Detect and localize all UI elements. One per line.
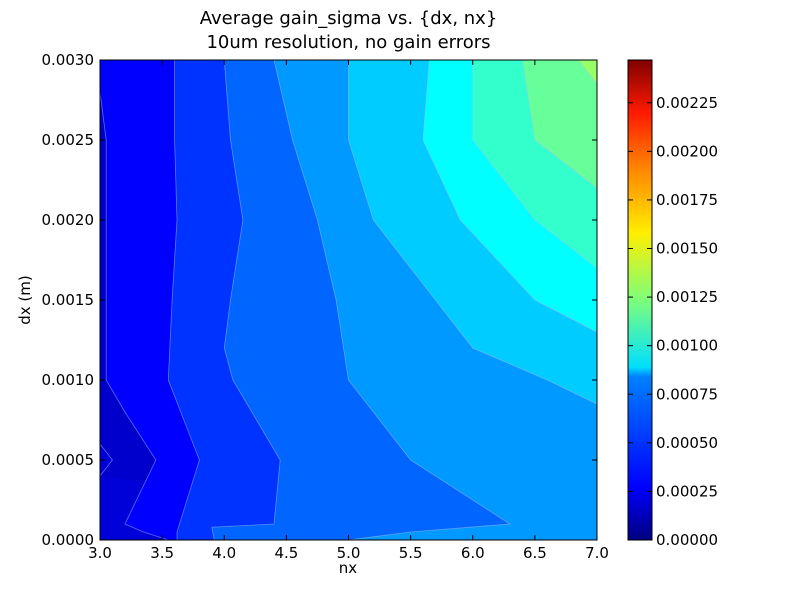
colorbar-tick-label: 0.00200 <box>656 142 718 160</box>
contour-band <box>522 60 597 188</box>
contour-line <box>422 60 597 333</box>
x-tick-label: 4.5 <box>274 544 298 562</box>
colorbar-tick-label: 0.00150 <box>656 240 718 258</box>
colorbar-tick-label: 0.00125 <box>656 288 718 306</box>
x-tick-label: 3.0 <box>88 544 112 562</box>
x-tick-label: 7.0 <box>585 544 609 562</box>
contour-line <box>578 60 597 85</box>
contour-line <box>167 60 200 540</box>
y-tick-label: 0.0005 <box>42 451 95 469</box>
x-tick-label: 6.0 <box>461 544 485 562</box>
colorbar-tick-label: 0.00225 <box>656 94 718 112</box>
colorbar <box>627 59 653 541</box>
y-tick-label: 0.0020 <box>42 211 95 229</box>
x-axis: 3.0 3.5 4.0 4.5 5.0 5.5 6.0 6.5 7.0 <box>88 60 609 562</box>
contour-line <box>211 60 281 540</box>
x-tick-label: 4.0 <box>212 544 236 562</box>
x-axis-label: nx <box>339 559 358 577</box>
contour-field <box>100 60 597 540</box>
colorbar-tick-label: 0.00075 <box>656 385 718 403</box>
y-axis-label: dx (m) <box>16 275 34 324</box>
x-tick-label: 3.5 <box>150 544 174 562</box>
contour-line <box>472 60 597 269</box>
contour-lines <box>100 60 597 540</box>
y-tick-label: 0.0015 <box>42 291 95 309</box>
x-tick-label: 5.0 <box>337 544 361 562</box>
chart-title: Average gain_sigma vs. {dx, nx} <box>199 8 498 29</box>
y-axis: 0.0000 0.0005 0.0010 0.0015 0.0020 0.0025 0.00… <box>42 51 597 549</box>
contour-line <box>522 60 597 189</box>
y-tick-label: 0.0000 <box>42 531 95 549</box>
colorbar-tick-label: 0.00100 <box>656 337 718 355</box>
y-tick-label: 0.0010 <box>42 371 95 389</box>
colorbar-tick-label: 0.00175 <box>656 191 718 209</box>
x-tick-label: 5.5 <box>399 544 423 562</box>
y-tick-label: 0.0025 <box>42 131 95 149</box>
contour-line <box>348 60 597 405</box>
colorbar-axis: 0.00000 0.00025 0.00050 0.00075 0.00100 0.001… <box>628 94 718 549</box>
contour-line <box>100 443 113 477</box>
contour-line <box>100 60 169 540</box>
colorbar-tick-label: 0.00025 <box>656 482 718 500</box>
colorbar-tick-label: 0.00050 <box>656 434 718 452</box>
chart-subtitle: 10um resolution, no gain errors <box>206 32 491 53</box>
contour-line <box>273 60 512 540</box>
y-tick-label: 0.0030 <box>42 51 95 69</box>
x-tick-label: 6.5 <box>523 544 547 562</box>
colorbar-tick-label: 0.00000 <box>656 531 718 549</box>
